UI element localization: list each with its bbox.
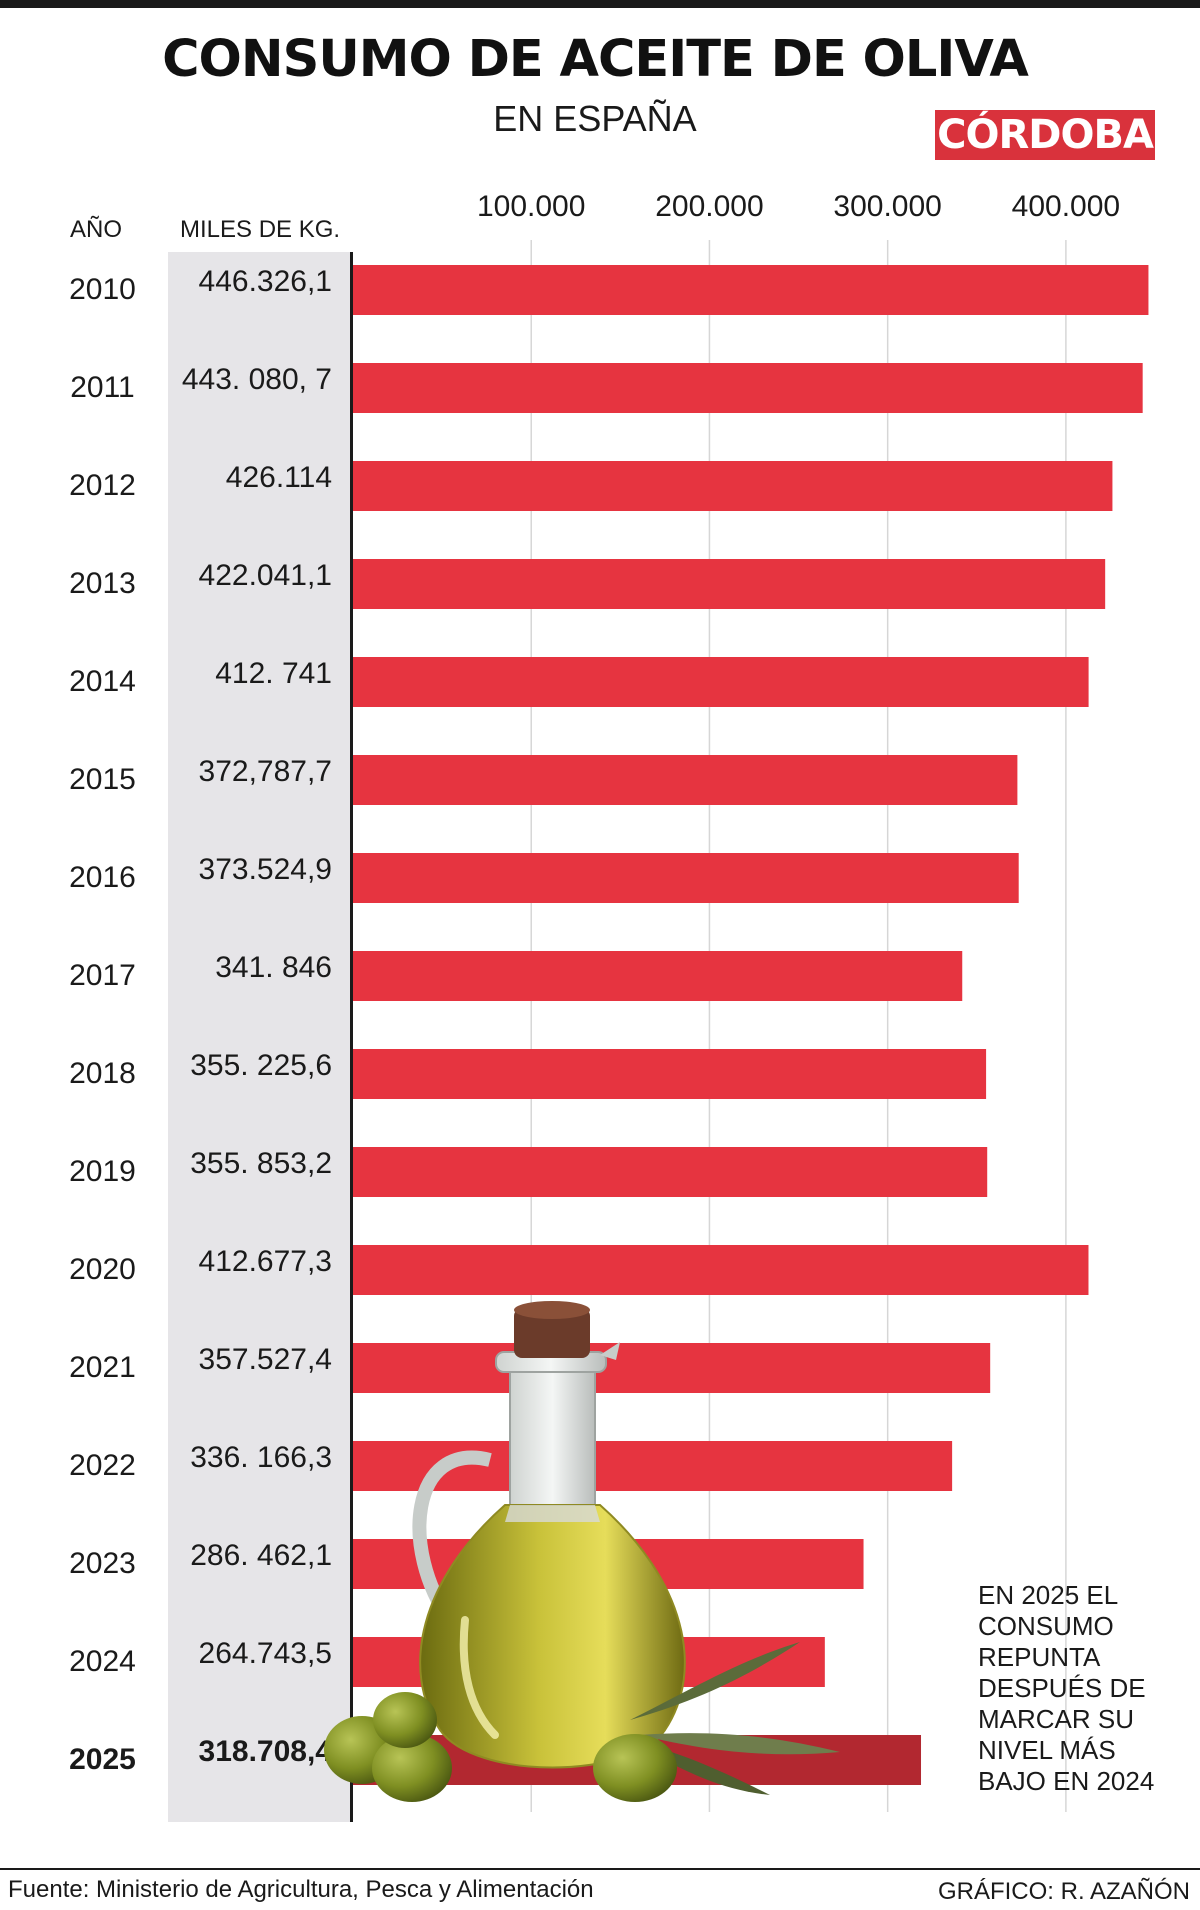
value-column-background (168, 252, 352, 1822)
source-credit: Fuente: Ministerio de Agricultura, Pesca… (8, 1876, 594, 1903)
bar-2014 (353, 657, 1089, 707)
year-label: 2015 (69, 763, 136, 796)
year-label: 2013 (69, 567, 136, 600)
x-tick-label: 400.000 (1011, 190, 1121, 223)
y-axis-line (350, 252, 353, 1822)
graphic-credit: GRÁFICO: R. AZAÑÓN (937, 1878, 1190, 1905)
year-label: 2010 (69, 273, 136, 306)
year-label: 2025 (69, 1743, 136, 1776)
bar-2018 (353, 1049, 987, 1099)
x-tick-label: 300.000 (833, 190, 942, 223)
year-label: 2023 (69, 1547, 136, 1580)
bar-2016 (353, 853, 1019, 903)
olive-oil-bottle-illustration (324, 1301, 840, 1802)
value-label: 336. 166,3 (190, 1441, 332, 1474)
top-rule (0, 0, 1200, 8)
year-label: 2016 (69, 861, 136, 894)
bar-2017 (353, 951, 963, 1001)
value-label: 341. 846 (215, 951, 332, 984)
bar-2013 (353, 559, 1106, 609)
year-label: 2012 (69, 469, 136, 502)
bar-2015 (353, 755, 1018, 805)
value-label: 357.527,4 (198, 1343, 332, 1376)
year-label: 2020 (69, 1253, 136, 1286)
value-label: 318.708,4 (198, 1735, 332, 1768)
year-column-header: AÑO (70, 216, 123, 243)
year-label: 2011 (70, 371, 135, 404)
year-label: 2019 (69, 1155, 136, 1188)
value-label: 446.326,1 (198, 265, 332, 298)
value-label: 412.677,3 (198, 1245, 332, 1278)
value-label: 286. 462,1 (190, 1539, 332, 1572)
bottom-rule (0, 1868, 1200, 1870)
bar-2011 (353, 363, 1143, 413)
value-label: 426.114 (225, 461, 332, 494)
unit-column-header: MILES DE KG. (180, 216, 341, 243)
bar-2019 (353, 1147, 988, 1197)
value-label: 373.524,9 (198, 853, 332, 886)
bars (353, 265, 1149, 1785)
chart-title: CONSUMO DE ACEITE DE OLIVA (162, 30, 1029, 89)
year-label: 2021 (69, 1351, 136, 1384)
value-label: 355. 225,6 (190, 1049, 332, 1082)
chart-subtitle: EN ESPAÑA (493, 98, 697, 139)
year-label: 2022 (69, 1449, 136, 1482)
bar-2021 (353, 1343, 991, 1393)
value-label: 372,787,7 (198, 755, 332, 788)
value-label: 355. 853,2 (190, 1147, 332, 1180)
brand-logo: CÓRDOBA (935, 110, 1155, 160)
bar-2012 (353, 461, 1113, 511)
bar-2010 (353, 265, 1149, 315)
value-label: 264.743,5 (198, 1637, 332, 1670)
x-tick-label: 200.000 (655, 190, 764, 223)
year-label: 2014 (69, 665, 136, 698)
value-label: 412. 741 (215, 657, 332, 690)
year-label: 2018 (69, 1057, 136, 1090)
year-label: 2017 (69, 959, 136, 992)
x-tick-label: 100.000 (476, 190, 586, 223)
year-label: 2024 (69, 1645, 136, 1678)
value-label: 422.041,1 (198, 559, 332, 592)
bar-2020 (353, 1245, 1089, 1295)
annotation-note: EN 2025 EL CONSUMO REPUNTA DESPUÉS DE MA… (978, 1580, 1155, 1796)
value-label: 443. 080, 7 (181, 363, 332, 396)
